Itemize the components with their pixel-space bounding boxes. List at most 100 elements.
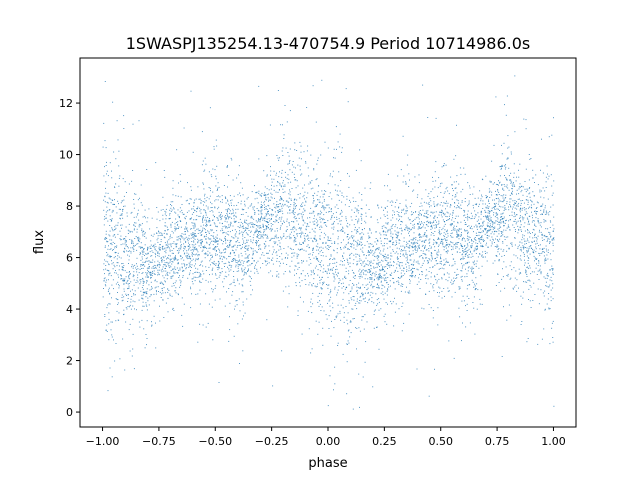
data-point — [424, 253, 426, 255]
data-point — [442, 238, 444, 240]
data-point — [132, 276, 134, 278]
data-point — [292, 249, 294, 250]
data-point — [205, 212, 207, 214]
data-point — [451, 184, 453, 186]
data-point — [263, 254, 265, 256]
data-point — [174, 243, 176, 245]
data-point — [504, 197, 506, 199]
data-point — [370, 291, 372, 293]
data-point — [488, 229, 490, 231]
data-point — [278, 218, 280, 220]
data-point — [340, 220, 342, 222]
data-point — [162, 248, 164, 250]
data-point — [266, 174, 268, 176]
data-point — [337, 230, 339, 232]
data-point — [340, 223, 342, 225]
data-point — [251, 191, 253, 193]
data-point — [131, 296, 133, 297]
data-point — [382, 291, 384, 293]
data-point — [370, 262, 372, 263]
data-point — [281, 237, 283, 239]
data-point — [299, 296, 301, 298]
data-point — [190, 90, 192, 92]
data-point — [456, 205, 458, 206]
data-point — [319, 235, 321, 237]
data-point — [121, 269, 123, 271]
data-point — [154, 279, 156, 281]
data-point — [244, 271, 245, 273]
data-point — [267, 252, 269, 254]
data-point — [428, 261, 429, 263]
data-point — [513, 212, 515, 214]
data-point — [475, 249, 477, 251]
data-point — [526, 281, 528, 283]
data-point — [458, 238, 460, 240]
data-point — [198, 215, 200, 217]
data-point — [478, 226, 480, 228]
data-point — [149, 271, 151, 273]
data-point — [160, 209, 162, 211]
data-point — [227, 216, 229, 218]
data-point — [460, 258, 462, 260]
data-point — [265, 240, 267, 242]
data-point — [245, 227, 247, 229]
data-point — [369, 277, 371, 279]
data-point — [386, 214, 388, 216]
data-point — [315, 286, 317, 288]
data-point — [265, 207, 267, 209]
data-point — [381, 288, 383, 290]
data-point — [551, 194, 553, 196]
data-point — [395, 202, 397, 203]
data-point — [228, 268, 230, 270]
data-point — [209, 252, 211, 254]
data-point — [186, 227, 188, 229]
data-point — [499, 182, 500, 184]
data-point — [110, 248, 112, 250]
data-point — [205, 222, 207, 224]
data-point — [207, 216, 209, 218]
data-point — [383, 245, 385, 247]
data-point — [510, 315, 512, 317]
data-point — [266, 234, 268, 236]
data-point — [169, 217, 171, 219]
data-point — [229, 316, 230, 318]
data-point — [378, 278, 380, 280]
data-point — [439, 204, 441, 206]
data-point — [206, 234, 207, 236]
data-point — [409, 245, 411, 247]
data-point — [365, 263, 367, 265]
data-point — [357, 239, 359, 241]
data-point — [111, 199, 113, 201]
data-point — [279, 157, 280, 159]
data-point — [190, 267, 192, 268]
data-point — [106, 170, 108, 172]
data-point — [316, 163, 318, 165]
data-point — [269, 124, 271, 126]
data-point — [411, 253, 413, 255]
data-point — [237, 194, 239, 196]
data-point — [341, 287, 343, 289]
data-point — [496, 198, 498, 200]
data-point — [271, 260, 273, 261]
data-point — [468, 248, 470, 250]
data-point — [497, 197, 499, 199]
data-point — [390, 258, 392, 260]
data-point — [305, 284, 307, 285]
data-point — [259, 234, 261, 236]
data-point — [432, 233, 434, 234]
data-point — [208, 233, 210, 234]
data-point — [267, 263, 268, 265]
data-point — [304, 184, 305, 186]
data-point — [267, 221, 269, 223]
data-point — [461, 275, 463, 277]
data-point — [304, 204, 306, 206]
data-point — [212, 267, 214, 269]
data-point — [128, 277, 130, 279]
data-point — [463, 211, 465, 213]
data-point — [211, 203, 213, 205]
data-point — [297, 213, 299, 215]
data-point — [505, 177, 507, 179]
data-point — [506, 186, 508, 188]
data-point — [430, 222, 432, 224]
data-point — [111, 211, 113, 213]
